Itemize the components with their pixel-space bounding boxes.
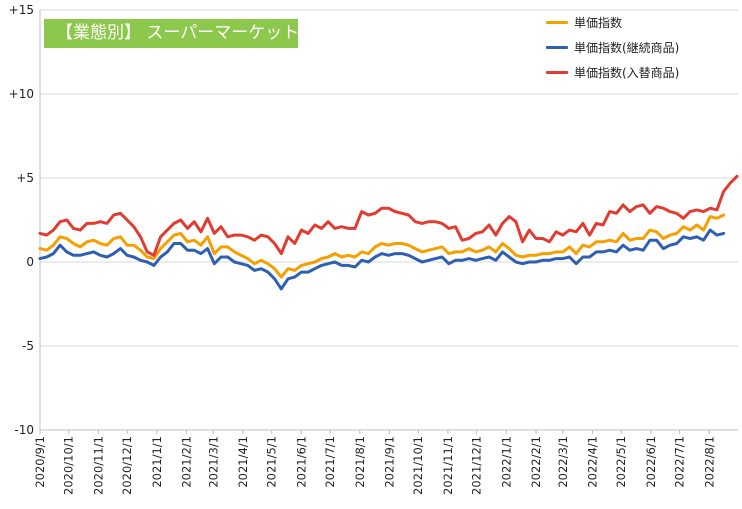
series-line-1 (38, 228, 726, 291)
x-tick-label: 2020/11/1 (91, 436, 105, 495)
y-tick-label: +5 (16, 171, 34, 185)
x-tick-label: 2022/6/1 (644, 436, 658, 488)
series-line-2 (38, 174, 739, 257)
axis-layer (39, 10, 738, 434)
x-tick-label: 2022/7/1 (673, 436, 687, 488)
x-tick-label: 2021/4/1 (236, 436, 250, 488)
legend-label-continuing-products: 単価指数(継続商品) (574, 41, 680, 55)
x-tick-label: 2021/2/1 (179, 436, 193, 488)
y-tick-label: +10 (9, 87, 34, 101)
legend-swatch-replaced-products (546, 71, 568, 74)
y-tick-label: 0 (26, 255, 34, 269)
x-tick-label: 2021/10/1 (411, 436, 425, 495)
x-tick-label: 2021/12/1 (470, 436, 484, 495)
legend-label-unit-price-index: 単価指数 (574, 16, 623, 30)
y-tick-label: -5 (22, 339, 34, 353)
y-tick-label: +15 (9, 3, 34, 17)
x-tick-label: 2021/6/1 (294, 436, 308, 488)
x-tick-label: 2022/5/1 (614, 436, 628, 488)
x-tick-label: 2022/4/1 (585, 436, 599, 488)
legend-item-unit-price-index: 単価指数 (546, 10, 679, 35)
x-tick-label: 2021/3/1 (206, 436, 220, 488)
x-tick-label: 2021/9/1 (382, 436, 396, 488)
x-tick-label: 2021/5/1 (265, 436, 279, 488)
x-tick-label: 2022/1/1 (499, 436, 513, 488)
series-line-0 (38, 213, 726, 279)
series-layer (38, 174, 739, 291)
x-tick-label: 2021/11/1 (441, 436, 455, 495)
x-tick-label: 2020/9/1 (33, 436, 47, 488)
x-tick-label: 2022/8/1 (702, 436, 716, 488)
legend-swatch-unit-price-index (546, 21, 568, 24)
legend-label-replaced-products: 単価指数(入替商品) (574, 66, 680, 80)
x-tick-label: 2021/1/1 (150, 436, 164, 488)
y-tick-label: -10 (14, 423, 34, 437)
x-tick-label: 2022/2/1 (529, 436, 543, 488)
legend: 単価指数 単価指数(継続商品) 単価指数(入替商品) (546, 10, 679, 85)
legend-swatch-continuing-products (546, 46, 568, 49)
x-tick-label: 2022/3/1 (556, 436, 570, 488)
x-tick-label: 2021/8/1 (353, 436, 367, 488)
legend-item-replaced-products: 単価指数(入替商品) (546, 60, 679, 85)
x-tick-label: 2020/10/1 (62, 436, 76, 495)
x-tick-label: 2021/7/1 (323, 436, 337, 488)
x-tick-label: 2020/12/1 (120, 436, 134, 495)
legend-item-continuing-products: 単価指数(継続商品) (546, 35, 679, 60)
chart-title: 【業態別】 スーパーマーケット (44, 19, 299, 48)
